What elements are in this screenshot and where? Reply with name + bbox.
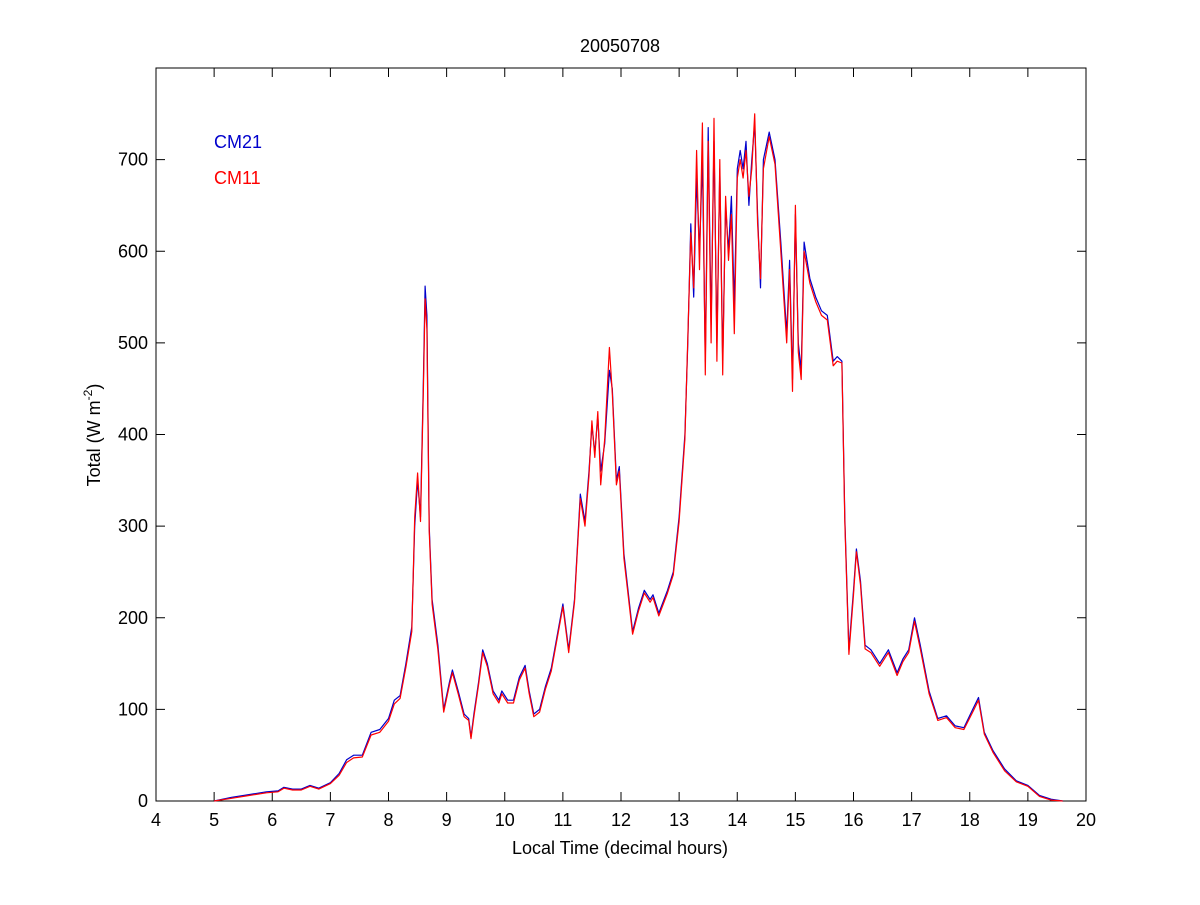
x-tick-label: 19 — [1018, 810, 1038, 830]
x-tick-label: 15 — [785, 810, 805, 830]
plot-area — [155, 67, 1087, 802]
y-tick-label: 300 — [118, 516, 148, 536]
x-tick-label: 10 — [495, 810, 515, 830]
y-axis-label-close: ) — [84, 384, 104, 390]
x-tick-label: 18 — [960, 810, 980, 830]
legend-entry-cm21: CM21 — [214, 132, 262, 152]
x-axis: 4 5 6 7 8 9 10 11 12 13 14 15 16 17 18 19 20 — [151, 68, 1096, 830]
x-tick-label: 8 — [383, 810, 393, 830]
y-axis-label: Total (W m-2) — [81, 384, 104, 487]
legend-entry-cm11: CM11 — [214, 168, 261, 188]
x-tick-label: 14 — [727, 810, 747, 830]
x-tick-label: 9 — [442, 810, 452, 830]
x-tick-label: 11 — [554, 810, 573, 830]
series-line-cm11 — [214, 113, 1063, 802]
y-tick-label: 600 — [118, 241, 148, 261]
y-tick-label: 500 — [118, 333, 148, 353]
x-tick-label: 20 — [1076, 810, 1096, 830]
y-tick-label: 200 — [118, 608, 148, 628]
y-axis-label-main: Total (W m — [84, 400, 104, 486]
y-tick-label: 700 — [118, 150, 148, 170]
y-tick-label: 400 — [118, 425, 148, 445]
x-tick-label: 17 — [902, 810, 922, 830]
y-axis: 0 100 200 300 400 500 600 700 — [118, 150, 1086, 811]
y-tick-label: 0 — [138, 791, 148, 811]
x-tick-label: 13 — [669, 810, 689, 830]
y-tick-label: 100 — [118, 699, 148, 719]
series-lines — [213, 113, 1063, 802]
x-tick-label: 7 — [325, 810, 335, 830]
x-tick-label: 5 — [209, 810, 219, 830]
chart-title: 20050708 — [580, 36, 660, 56]
y-axis-label-exponent: -2 — [81, 389, 95, 400]
x-tick-label: 6 — [267, 810, 277, 830]
x-tick-label: 16 — [843, 810, 863, 830]
x-tick-label: 4 — [151, 810, 161, 830]
x-tick-label: 12 — [611, 810, 631, 830]
x-axis-label: Local Time (decimal hours) — [512, 838, 728, 858]
